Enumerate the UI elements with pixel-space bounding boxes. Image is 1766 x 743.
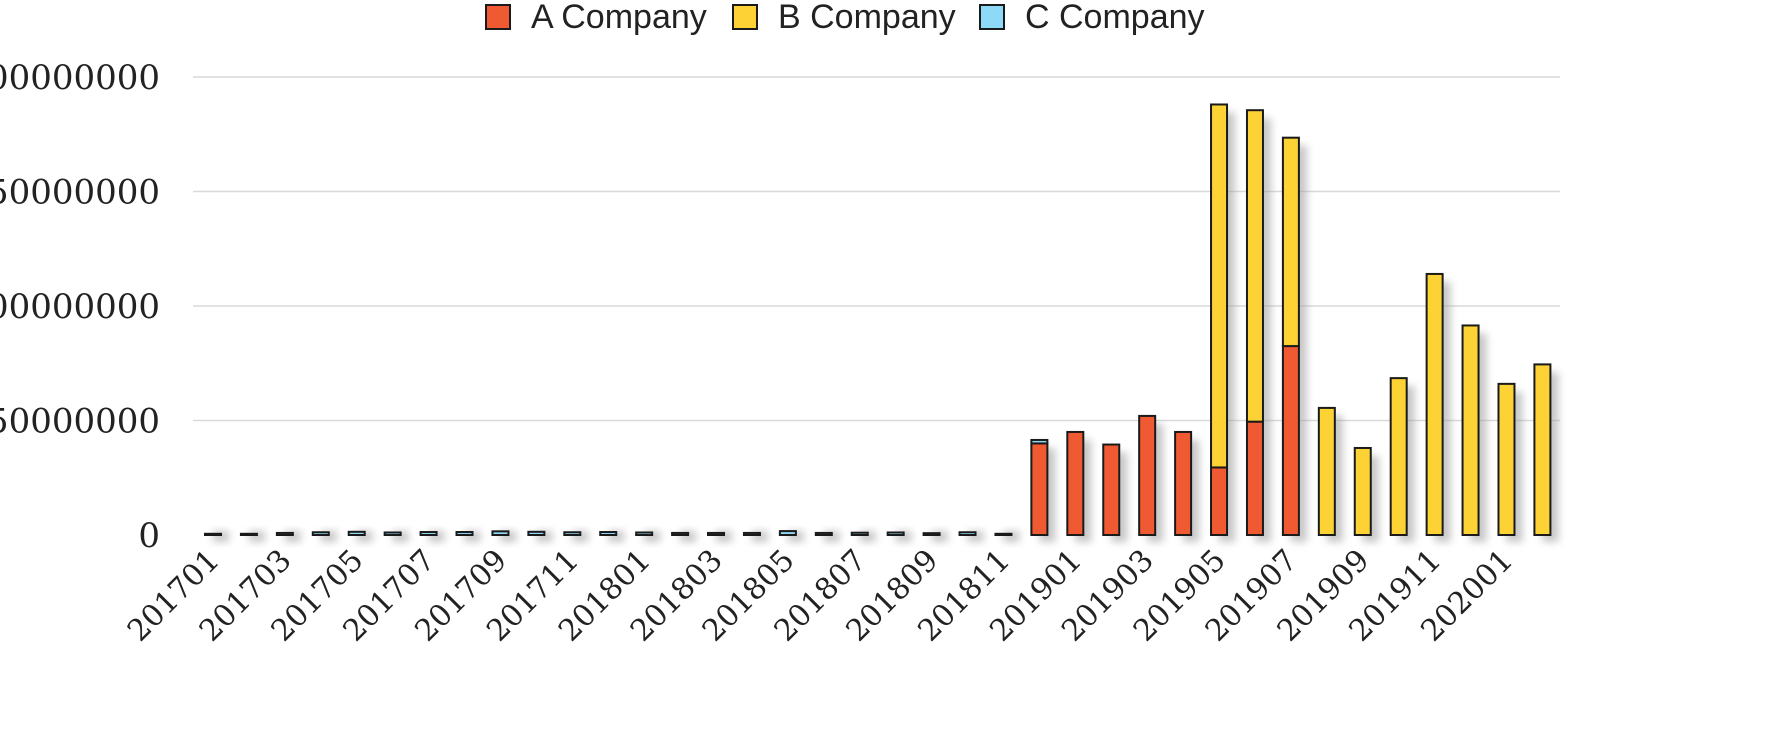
x-axis: 2017012017032017052017072017092017112018… [121, 543, 1520, 649]
bar-segment [958, 531, 977, 537]
bar-segment [455, 531, 474, 537]
bar-shadow [751, 531, 768, 542]
bar-segment [1174, 430, 1193, 537]
bar-segment [1425, 272, 1444, 536]
legend-label: B Company [778, 0, 956, 36]
legend-swatch [732, 4, 758, 30]
bar-shadow [284, 531, 301, 542]
bar-shadow [680, 531, 697, 542]
bar-shadow [213, 531, 229, 542]
bar-shadow [356, 531, 373, 542]
bar-segment [275, 531, 294, 537]
bar-segment [922, 532, 941, 537]
bar-segment [671, 531, 690, 537]
bar-shadow [428, 531, 445, 542]
bar-segment [1210, 103, 1229, 469]
bar-segment [204, 532, 222, 536]
legend-label: A Company [531, 0, 707, 36]
legend-item: B Company [732, 0, 956, 36]
bar-segment [778, 530, 797, 536]
bar-segment [1353, 446, 1372, 537]
bar-shadow [644, 531, 661, 542]
legend-swatch [979, 4, 1005, 30]
bar-segment [1030, 442, 1049, 536]
legend-item: C Company [979, 0, 1205, 36]
legend-label: C Company [1025, 0, 1205, 36]
bar-segment [1281, 345, 1300, 537]
bar-shadow [716, 531, 733, 542]
bar-shadow [392, 531, 409, 542]
bar-segment [419, 531, 438, 537]
bar-segment [1030, 438, 1049, 445]
bar-segment [347, 530, 366, 537]
bar-segment [635, 531, 654, 537]
bar-shadow [1003, 531, 1020, 542]
bar-segment [707, 531, 726, 537]
bar-segment [1102, 443, 1121, 537]
bar-shadow [536, 531, 553, 542]
bar-segment [1533, 363, 1552, 536]
bar-segment [527, 530, 546, 537]
y-axis: 0 50000000 100000000 150000000 200000000 [0, 58, 160, 556]
bar-segment [1245, 109, 1264, 423]
grid-layer [193, 76, 1560, 422]
bar-segment [994, 532, 1013, 536]
bar-segment [239, 532, 258, 536]
bar-segment [491, 530, 510, 536]
y-tick-label: 100000000 [0, 287, 160, 327]
bar-shadow [464, 531, 481, 542]
legend: A Company B Company C Company [485, 0, 1205, 36]
bar-segment [850, 531, 869, 537]
bar-shadow [895, 531, 912, 542]
bar-shadow [787, 531, 804, 542]
bar-shadow [572, 531, 589, 542]
bar-segment [1138, 414, 1157, 537]
y-tick-label: 0 [138, 516, 160, 556]
bar-segment [1461, 324, 1480, 536]
bar-segment [1281, 136, 1300, 348]
y-tick-label: 200000000 [0, 58, 160, 98]
bar-shadow [823, 531, 840, 542]
bar-shadow [248, 531, 265, 542]
y-tick-label: 50000000 [0, 402, 160, 442]
bar-segment [563, 531, 582, 537]
bar-segment [383, 531, 402, 537]
bar-segment [742, 531, 761, 537]
bar-segment [1066, 430, 1085, 537]
legend-swatch [485, 4, 511, 30]
bar-shadow [500, 531, 517, 542]
bar-segment [814, 531, 833, 537]
bar-shadow [320, 531, 337, 542]
legend-item: A Company [485, 0, 707, 36]
bar-segment [1389, 377, 1408, 537]
bar-shadow [608, 531, 625, 542]
bar-layer [204, 103, 1552, 537]
bar-segment [1497, 382, 1516, 536]
bar-segment [886, 531, 905, 537]
bar-segment [1317, 406, 1336, 536]
bar-segment [311, 531, 330, 537]
bar-segment [599, 531, 618, 537]
bar-segment [1245, 420, 1264, 536]
bar-segment [1210, 466, 1229, 537]
bar-shadow [931, 531, 948, 542]
y-tick-label: 150000000 [0, 173, 160, 213]
bar-shadow [859, 531, 876, 542]
bar-shadow [967, 531, 984, 542]
